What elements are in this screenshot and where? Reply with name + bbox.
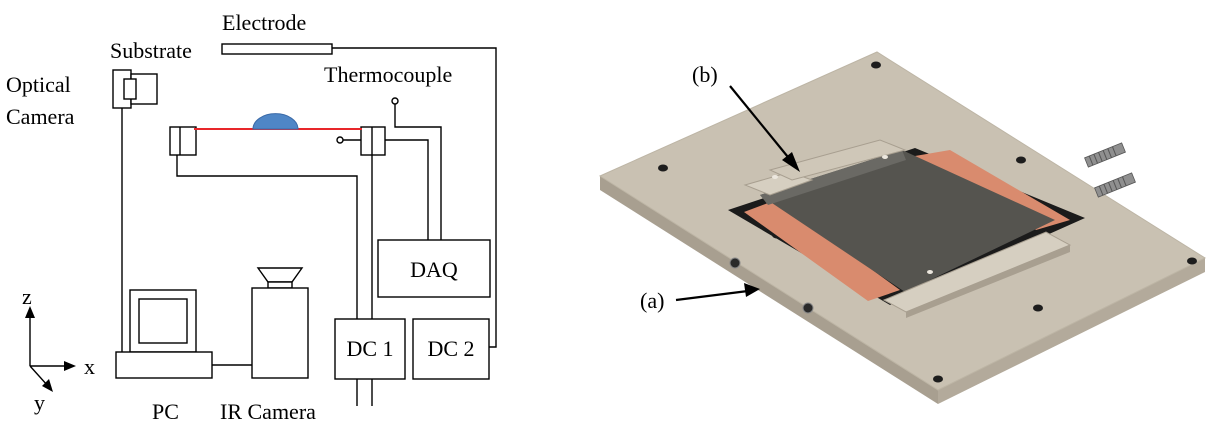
experimental-setup-schematic: Electrode Substrate Optical Camera Therm… [6,10,497,424]
plate-side-front [600,176,938,404]
thermocouple-wire [394,104,442,240]
axis-z-label: z [22,284,32,309]
pc-label: PC [152,399,179,424]
thermocouple-label: Thermocouple [324,62,452,87]
right-clamp [360,126,386,156]
threaded-bolts [1084,142,1136,198]
dc1-label: DC 1 [346,336,393,361]
droplet [252,113,299,130]
optical-camera-icon [112,69,158,109]
optical-camera-label-line2: Camera [6,104,75,129]
left-clamp [169,126,197,156]
arrow-b [729,85,793,163]
dc2-box [412,318,490,380]
label-b: (b) [692,62,718,87]
membrane [760,150,1055,292]
clamp-daq-wire [385,139,429,240]
daq-box [377,239,491,298]
copper-strip-left [744,200,900,301]
dc2-label: DC 2 [427,336,474,361]
axis-y-label: y [34,390,45,415]
arrow-a [675,289,749,302]
coordinate-axes [25,306,76,392]
axis-x-label: x [84,354,95,379]
thermocouple-clamp-probe [336,136,344,144]
device-render: (b) (a) [598,51,1207,404]
electrode-wire [332,47,497,348]
substrate-label: Substrate [110,38,192,63]
thermocouple-top-probe [391,97,399,105]
electrode [221,43,333,55]
pc-icon [115,289,213,379]
clamp-left-wire [176,155,358,406]
ir-camera-label: IR Camera [220,399,316,424]
electrode-label: Electrode [222,10,306,35]
optical-camera-label-line1: Optical [6,72,71,97]
dc1-box [334,318,406,380]
label-a: (a) [640,288,664,313]
ir-camera-icon [251,267,309,379]
plate-side-right [938,258,1205,404]
side-screws [729,257,814,314]
clamp-bar-top [768,139,907,181]
daq-label: DAQ [410,257,458,282]
